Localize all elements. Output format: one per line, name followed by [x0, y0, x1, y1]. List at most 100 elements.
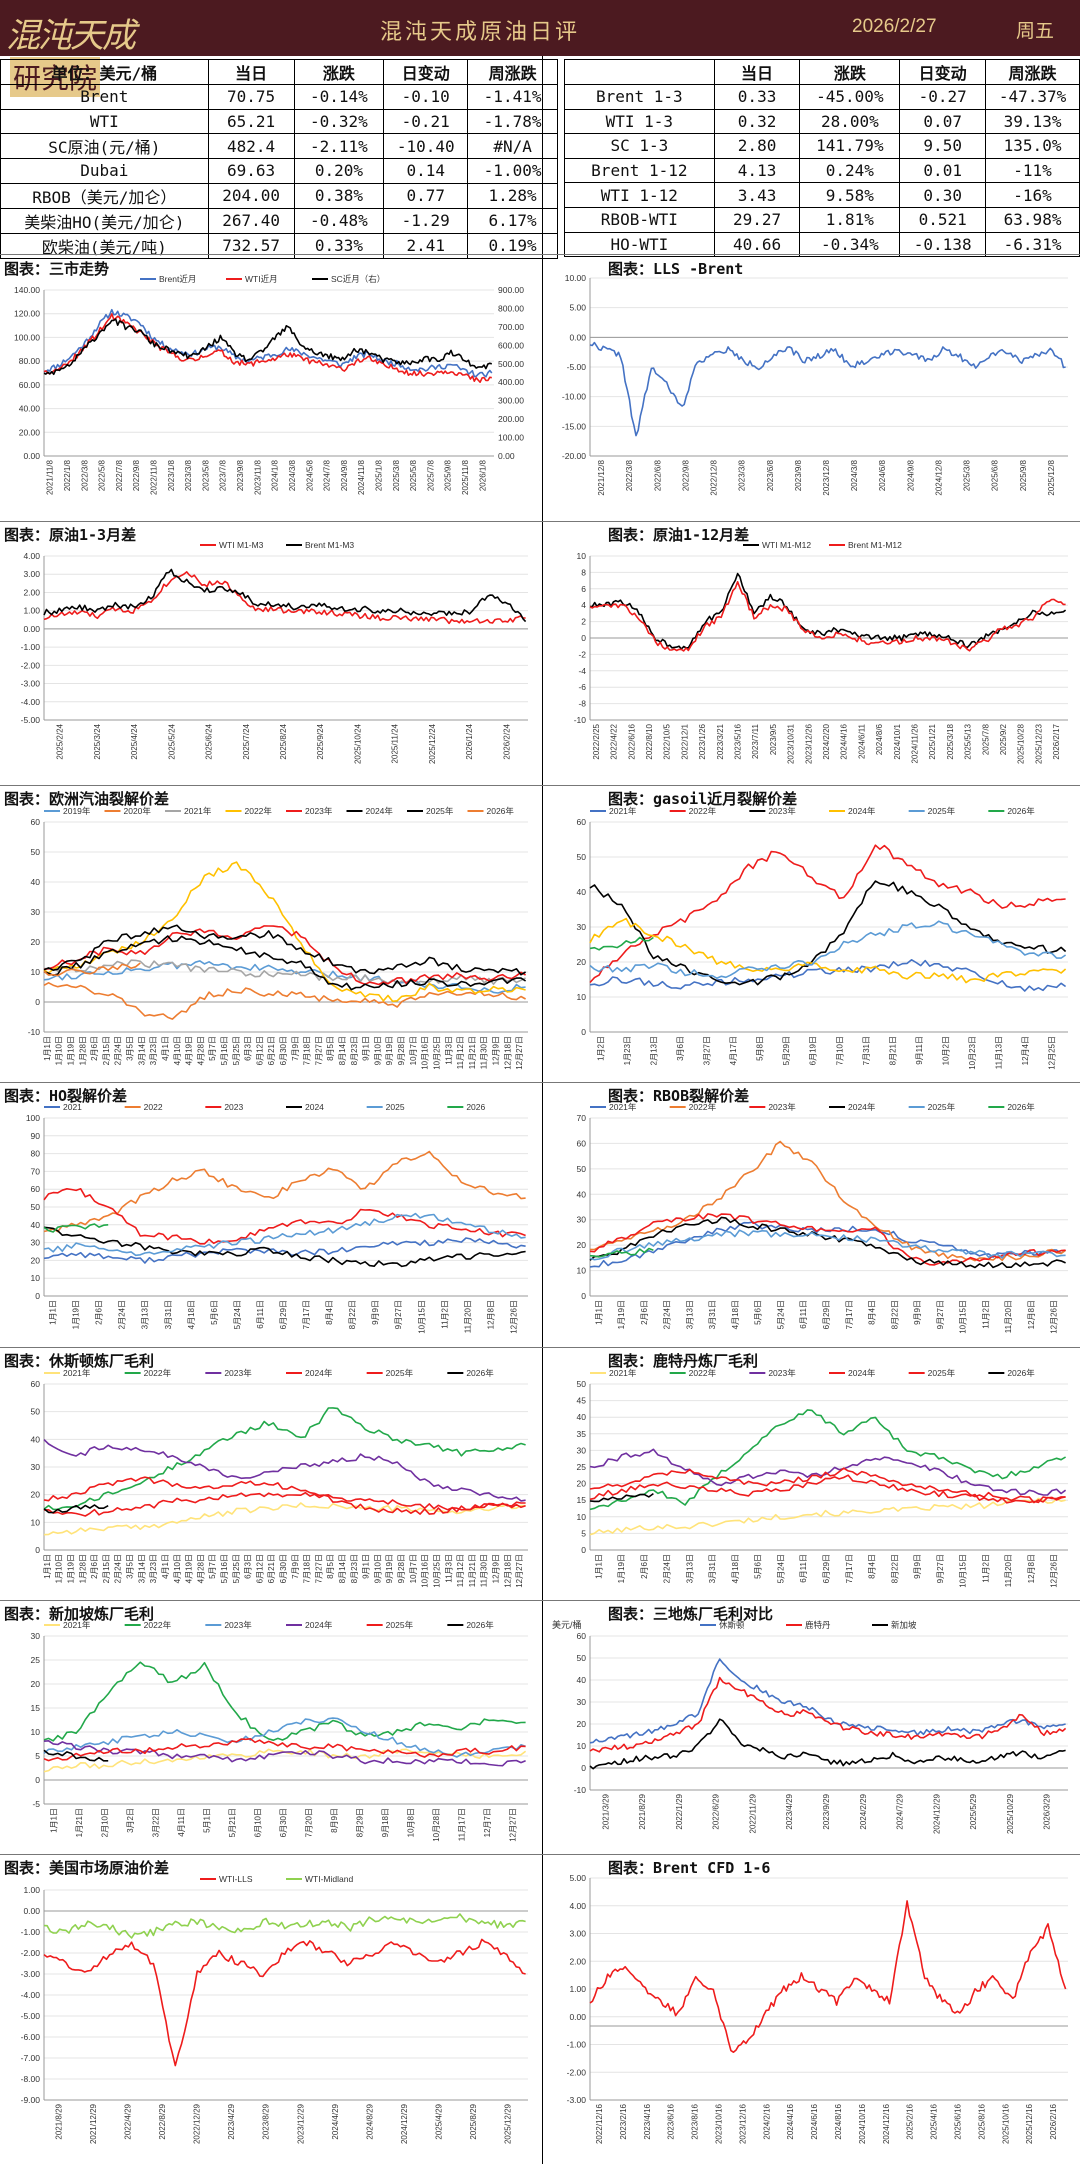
chart-title: 图表：LLS -Brent — [608, 260, 744, 278]
row-divider — [0, 1347, 1080, 1348]
x-tick-label: 2023/9/8 — [236, 459, 245, 491]
x-tick-label: 2月10日 — [101, 1808, 110, 1837]
y-tick-label: 120.00 — [14, 309, 40, 319]
table-cell: 204.00 — [207, 182, 295, 209]
x-tick-label: 1月1日 — [43, 1036, 52, 1061]
x-tick-label: 2024/6/8 — [878, 459, 887, 491]
legend-label: 2026 — [466, 1102, 485, 1112]
legend-label: 2022年 — [144, 1368, 172, 1378]
table-cell: 0.521 — [899, 206, 987, 233]
y-tick-label: 100 — [26, 1113, 40, 1123]
series-line — [589, 1492, 654, 1503]
table-cell: 39.13% — [985, 108, 1080, 135]
table-cell: 63.98% — [985, 206, 1080, 233]
table-row: Brent 1-12 4.13 0.24% 0.01 -11% — [564, 157, 1080, 184]
legend-label: 2019年 — [63, 806, 91, 816]
legend-label: 2023年 — [224, 1620, 252, 1630]
y-tick-label: -2.00 — [567, 2067, 587, 2077]
table-cell: -45.00% — [799, 84, 901, 110]
x-tick-label: 9月10日 — [373, 1554, 382, 1583]
x-tick-label: 2024/2/29 — [859, 1793, 868, 1829]
x-tick-label: 2023/10/31 — [787, 723, 796, 764]
y-tick-label: 8 — [581, 567, 586, 577]
x-tick-label: 7月10日 — [835, 1036, 844, 1065]
x-tick-label: 1月2日 — [596, 1036, 605, 1061]
y-tick-label: 100.00 — [14, 332, 40, 342]
x-tick-label: 5月21日 — [228, 1808, 237, 1837]
x-tick-label: 2024/8/16 — [834, 2103, 843, 2139]
y-tick-label: 6 — [581, 584, 586, 594]
row-divider — [0, 1600, 1080, 1601]
legend-label: 休斯顿 — [719, 1620, 745, 1630]
x-tick-label: 2026/3/29 — [1043, 1793, 1052, 1829]
x-tick-label: 8月14日 — [338, 1554, 347, 1583]
legend-label: 2021年 — [63, 1368, 91, 1378]
y-tick-label: 30 — [577, 1445, 587, 1455]
legend-label: 2025年 — [386, 1368, 414, 1378]
x-tick-label: 2023/9/5 — [769, 723, 778, 755]
series-line — [43, 960, 526, 994]
x-tick-label: 2022/4/22 — [610, 723, 619, 759]
table-cell: -0.10 — [383, 84, 469, 110]
x-tick-label: 11月20日 — [1004, 1554, 1013, 1587]
x-tick-label: 8月23日 — [350, 1036, 359, 1065]
legend-label: 2024年 — [366, 806, 394, 816]
y-tick-label: 0 — [581, 1545, 586, 1555]
table-cell: WTI 1-12 — [564, 182, 715, 208]
x-tick-label: 4月18日 — [731, 1300, 740, 1329]
series-line — [589, 341, 1066, 437]
x-tick-label: 12月26日 — [509, 1300, 518, 1334]
x-tick-label: 12月9日 — [491, 1554, 500, 1583]
x-tick-label: 10月23日 — [968, 1036, 977, 1070]
y-tick-label: 5.00 — [569, 1873, 586, 1883]
series-line — [589, 572, 1067, 650]
y-tick-label: 10 — [577, 992, 587, 1002]
y-tick-label: -8 — [578, 699, 586, 709]
x-tick-label: 2025/6/8 — [991, 459, 1000, 491]
x-tick-label: 5月8日 — [756, 1036, 765, 1061]
table-cell: -16% — [985, 182, 1080, 208]
x-tick-label: 5月16日 — [220, 1554, 229, 1583]
x-tick-label: 12月8日 — [1027, 1300, 1036, 1329]
x-tick-label: 6月30日 — [279, 1036, 288, 1065]
x-tick-label: 2025/9/24 — [316, 723, 325, 759]
y-tick-label: 10 — [31, 967, 41, 977]
series-line — [43, 1913, 526, 1939]
y-tick-label: -10 — [28, 1027, 41, 1037]
y-tick-label: 0 — [35, 1545, 40, 1555]
x-tick-label: 5月6日 — [754, 1300, 763, 1325]
x-tick-label: 3月31日 — [164, 1300, 173, 1329]
y-tick-label: 1.00 — [569, 1984, 586, 1994]
series-line — [43, 1407, 526, 1511]
x-tick-label: 7月9日 — [291, 1554, 300, 1579]
y-tick-label: -15.00 — [562, 421, 586, 431]
y-tick-label: 50 — [31, 847, 41, 857]
legend-label: 2024年 — [305, 1368, 333, 1378]
table-row: Brent 70.75 -0.14% -0.10 -1.41% — [0, 84, 558, 110]
x-tick-label: 9月27日 — [394, 1300, 403, 1329]
x-tick-label: 5月25日 — [232, 1554, 241, 1583]
table-cell: RBOB-WTI — [564, 206, 715, 233]
x-tick-label: 6月30日 — [279, 1554, 288, 1583]
x-tick-label: 2025/5/13 — [964, 723, 973, 759]
y-tick-label: 20 — [577, 957, 587, 967]
y-tick-label: -2 — [578, 649, 586, 659]
x-tick-label: 2025/3/18 — [946, 723, 955, 759]
x-tick-label: 2023/6/16 — [667, 2103, 676, 2139]
series-line — [589, 880, 1067, 986]
series-line — [589, 936, 654, 951]
x-tick-label: 2023/8/29 — [262, 2103, 271, 2139]
x-tick-label: 2024/3/8 — [288, 459, 297, 491]
x-tick-label: 1月19日 — [67, 1036, 76, 1065]
y-tick-label: 20 — [577, 1240, 587, 1250]
y-tick-label: 50 — [577, 1379, 587, 1389]
series-line — [43, 1738, 526, 1762]
y-tick-label: 20 — [31, 1490, 41, 1500]
x-tick-label: 11月30日 — [480, 1036, 489, 1069]
x-tick-label: 2026/1/24 — [465, 723, 474, 759]
x-tick-label: 6月3日 — [244, 1036, 253, 1061]
x-tick-label: 3月5日 — [126, 1036, 135, 1061]
legend-label: 2022年 — [144, 1620, 172, 1630]
x-tick-label: 5月24日 — [233, 1300, 242, 1329]
x-tick-label: 9月1日 — [362, 1554, 371, 1579]
